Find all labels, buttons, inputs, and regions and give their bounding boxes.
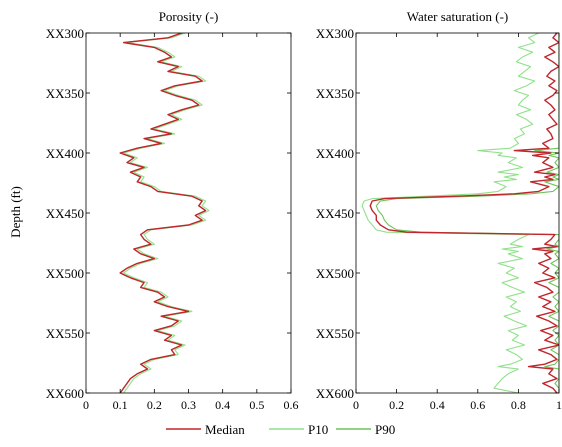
y-tick-label: XX400 [316,146,354,161]
y-tick-label: XX400 [46,146,84,161]
y-tick-label: XX600 [46,386,84,401]
x-tick-label: 0.8 [511,398,526,412]
y-tick-label: XX500 [46,266,84,281]
x-tick-label: 0 [83,398,89,412]
legend-item-median: Median [166,422,245,437]
legend: Median P10 P90 [166,422,395,437]
panel-1: Porosity (-) XX300 XX350 XX400 XX450 XX500 XX5… [46,9,299,412]
x-tick-label: 0 [353,398,359,412]
series-line-p90 [119,33,207,393]
legend-item-p90: P90 [336,422,395,437]
y-tick-label: XX300 [316,26,354,41]
series-group [119,33,210,393]
legend-label: P10 [308,422,328,437]
y-axis-label: Depth (ft) [8,186,23,238]
series-line-p90 [375,33,559,393]
plot-frame [85,32,292,394]
x-tick-label: 0.2 [147,398,162,412]
x-tick-label: 0.2 [389,398,404,412]
x-tick-label: 0.5 [249,398,264,412]
x-tick-label: 0.6 [470,398,485,412]
legend-item-p10: P10 [269,422,328,437]
y-tick-label: XX450 [46,206,84,221]
x-tick-label: 0.4 [215,398,230,412]
panel-title: Porosity (-) [159,9,219,24]
series-group [361,33,559,393]
series-line-median [119,33,207,393]
legend-label: Median [205,422,245,437]
legend-label: P90 [375,422,395,437]
chart-panels: Porosity (-) XX300 XX350 XX400 XX450 XX500 XX5… [46,9,562,412]
y-tick-label: XX350 [46,86,84,101]
series-line-median [369,33,559,393]
plot-frame [355,32,560,394]
series-line-p10 [361,33,539,393]
series-line-p10 [123,33,210,393]
panel-2: Water saturation (-) XX300 XX350 XX400 XX450… [316,9,562,412]
x-tick-label: 0.1 [113,398,128,412]
y-tick-label: XX550 [46,326,84,341]
y-tick-label: XX350 [316,86,354,101]
y-tick-label: XX550 [316,326,354,341]
x-tick-label: 0.4 [430,398,445,412]
x-tick-label: 0.3 [181,398,196,412]
x-tick-label: 1 [556,398,562,412]
y-tick-label: XX300 [46,26,84,41]
panel-title: Water saturation (-) [407,9,508,24]
y-tick-label: XX600 [316,386,354,401]
y-tick-label: XX500 [316,266,354,281]
y-tick-label: XX450 [316,206,354,221]
x-tick-label: 0.6 [284,398,299,412]
